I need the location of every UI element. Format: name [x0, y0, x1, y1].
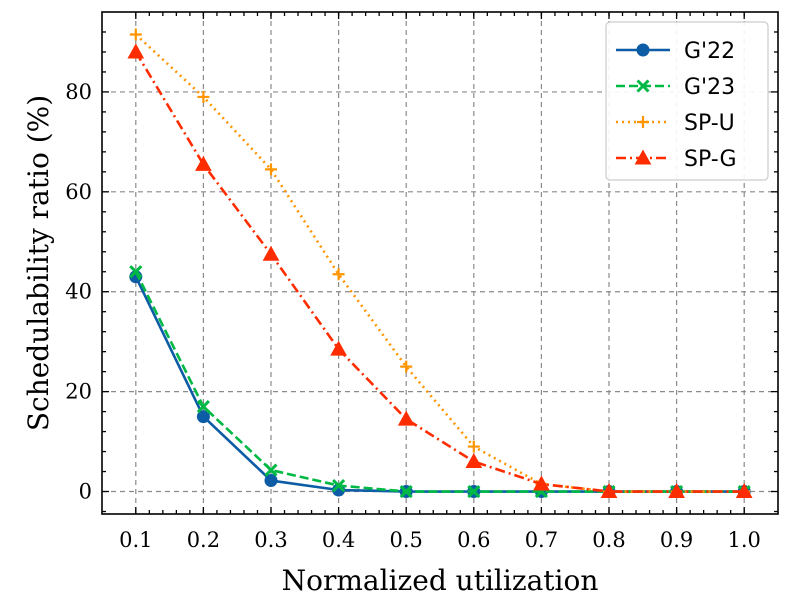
data-point-sp-g	[600, 482, 618, 499]
series-layer	[127, 28, 753, 499]
data-point-sp-u	[400, 360, 413, 373]
x-axis-title: Normalized utilization	[282, 564, 599, 597]
data-point-g-23	[467, 484, 481, 499]
legend-marker-g-22	[636, 43, 650, 57]
series-line-g-22	[134, 276, 745, 493]
data-point-sp-u	[265, 163, 277, 176]
x-tick-label: 1.0	[727, 528, 760, 552]
legend-box	[605, 21, 769, 181]
data-point-sp-g	[127, 43, 145, 59]
legend: G'22 G'23 SP-U SP-G	[605, 21, 769, 181]
data-point-sp-g	[735, 482, 753, 499]
data-point-g-23	[129, 265, 143, 279]
data-point-g-23	[264, 463, 278, 477]
data-point-g-22	[264, 474, 278, 488]
y-tick-label: 60	[65, 180, 92, 204]
data-point-sp-g	[668, 482, 685, 499]
legend-label-g-23: G'23	[684, 75, 735, 100]
data-point-sp-g	[397, 410, 415, 426]
legend-marker-sp-u	[637, 116, 649, 128]
series-g-22	[129, 270, 751, 499]
data-point-sp-g	[262, 245, 280, 261]
y-tick-label: 40	[65, 280, 92, 304]
data-point-g-23	[399, 484, 413, 499]
y-tick-labels: 0 20 40 60 80	[65, 80, 92, 504]
data-point-sp-u	[129, 28, 142, 41]
series-line-g-23	[134, 271, 745, 493]
data-point-sp-u	[332, 268, 345, 281]
x-tick-label: 0.6	[457, 528, 490, 552]
y-tick-label: 0	[79, 480, 92, 504]
data-point-sp-u	[197, 90, 210, 103]
data-point-sp-g	[533, 475, 550, 491]
y-tick-label: 80	[65, 80, 92, 104]
data-point-g-22	[196, 410, 210, 424]
legend-marker-g-23	[636, 79, 650, 93]
data-point-sp-u	[467, 440, 480, 453]
x-tick-label: 0.2	[187, 528, 220, 552]
data-point-g-23	[196, 400, 210, 414]
axis-ticks	[102, 12, 778, 514]
series-g-23	[129, 265, 751, 499]
y-axis-title: Schedulability ratio (%)	[22, 95, 55, 431]
x-tick-label: 0.5	[389, 528, 422, 552]
x-tick-label: 0.1	[119, 528, 152, 552]
legend-label-g-22: G'22	[684, 39, 735, 64]
legend-label-sp-u: SP-U	[684, 111, 735, 136]
x-tick-labels: 0.1 0.2 0.3 0.4 0.5 0.6 0.7 0.8 0.9 1.0	[119, 528, 761, 552]
y-tick-label: 20	[65, 380, 92, 404]
data-point-g-23	[332, 478, 346, 493]
x-tick-label: 0.4	[322, 528, 355, 552]
legend-label-sp-g: SP-G	[684, 147, 737, 172]
data-point-sp-g	[330, 340, 347, 356]
plot-frame	[101, 11, 779, 515]
series-line-sp-u	[134, 33, 745, 493]
series-sp-g	[127, 43, 753, 499]
series-line-sp-g	[134, 51, 745, 493]
x-tick-label: 0.3	[254, 528, 287, 552]
x-tick-label: 0.7	[525, 528, 558, 552]
x-tick-label: 0.8	[592, 528, 625, 552]
data-point-sp-g	[465, 453, 483, 469]
x-tick-label: 0.9	[660, 528, 693, 552]
legend-marker-sp-g	[634, 149, 652, 165]
data-point-sp-g	[195, 155, 212, 171]
